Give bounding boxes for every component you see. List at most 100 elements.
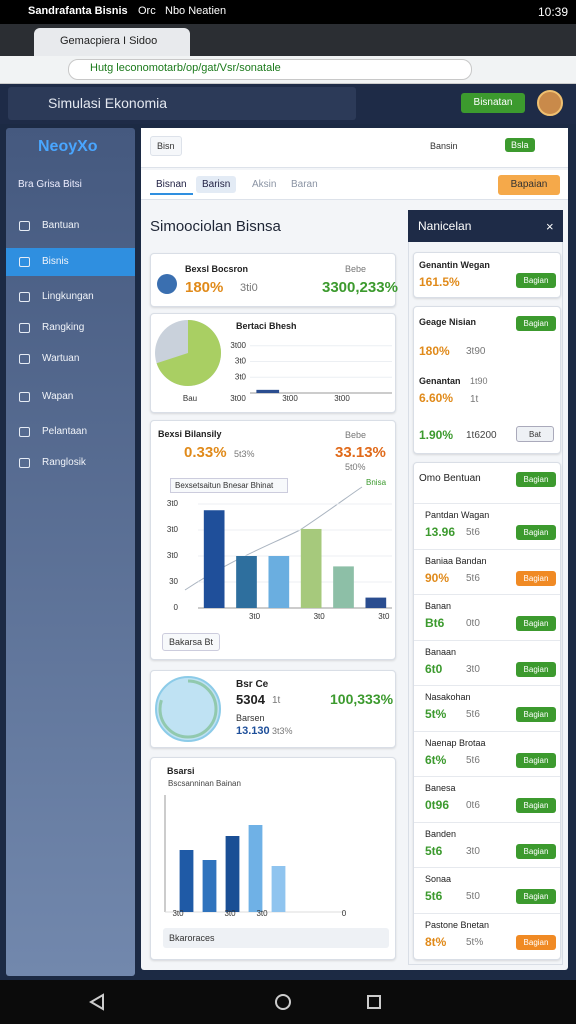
nav-bar <box>0 980 576 1024</box>
card-sub: 5t3% <box>234 449 255 459</box>
sidebar-icon <box>19 354 30 364</box>
panel-label: Genantin Wegan <box>419 260 490 270</box>
tab[interactable]: Baran <box>291 179 318 190</box>
card-title: Bsarsi <box>167 766 195 776</box>
tab[interactable]: Barisn <box>196 176 237 193</box>
button[interactable]: Bagian <box>516 316 556 331</box>
toolbar-badge[interactable]: Bsla <box>505 138 535 152</box>
card-title: Bexsl Bocsron <box>185 264 249 274</box>
browser-tab[interactable] <box>34 28 190 56</box>
sidebar-icon <box>19 458 30 468</box>
row-label: Sonaa <box>425 874 452 884</box>
row-sub: 5t6 <box>466 754 480 766</box>
card-amount: 33.13% <box>335 444 386 461</box>
toolbar-menu[interactable]: Bisn <box>150 136 182 156</box>
url-field[interactable] <box>68 59 472 80</box>
row-value: 5t% <box>425 707 447 721</box>
row-value: 6t0 <box>425 661 443 676</box>
panel-sub: 3t90 <box>466 346 486 357</box>
row-value: 13.96 <box>425 525 456 539</box>
sidebar-item[interactable]: Wartuan <box>42 353 80 364</box>
sidebar-item[interactable]: Wapan <box>42 391 74 402</box>
card-unit: 1t <box>272 695 281 706</box>
card <box>150 670 396 748</box>
toolbar-label: Bansin <box>430 141 458 151</box>
button[interactable]: Bagian <box>516 752 556 768</box>
row-value: 8t% <box>425 934 447 949</box>
row-value: 0t96 <box>425 798 450 812</box>
button[interactable]: Bagian <box>516 798 556 813</box>
row-label: Nasakohan <box>425 692 471 702</box>
button[interactable]: Bat <box>516 426 554 442</box>
row-value: 90% <box>425 570 450 585</box>
button[interactable]: Bagian <box>516 525 556 540</box>
panel-sub: 1t6200 <box>466 430 497 441</box>
row-value: Bt6 <box>425 616 445 630</box>
sidebar-item[interactable]: Bisnis <box>42 256 69 267</box>
card-sub: 5t0% <box>345 462 366 472</box>
sidebar-item[interactable]: Rangking <box>42 322 85 333</box>
header-button[interactable]: Bisnatan <box>461 93 525 113</box>
button[interactable]: Bagian <box>516 889 556 904</box>
row-sub: 0t6 <box>466 800 480 811</box>
button[interactable]: Bagian <box>516 707 556 722</box>
sidebar-item[interactable]: Lingkungan <box>42 291 94 302</box>
status-bar <box>0 0 576 24</box>
panel-label: Genantan <box>419 376 461 386</box>
tab[interactable]: Aksin <box>252 179 277 190</box>
status-time: 10:39 <box>538 5 569 19</box>
sidebar-icon <box>19 427 30 437</box>
sidebar-search: Bra Grisa Bitsi <box>18 179 82 190</box>
sidebar-item[interactable]: Bantuan <box>42 220 80 231</box>
row-divider <box>414 548 560 550</box>
card-sub: 3ti0 <box>240 282 258 294</box>
status-title: Nbo Neatien <box>165 5 227 17</box>
button[interactable]: Bagian <box>516 843 556 859</box>
chart-legend: Bscsanninan Bainan <box>168 779 241 788</box>
button[interactable]: Bagian <box>516 570 556 586</box>
card-tag: Bebe <box>345 264 367 274</box>
button[interactable]: Bagian <box>516 661 556 677</box>
row-value: 5t6 <box>425 843 443 858</box>
card-amount: 3300,233% <box>322 279 398 296</box>
row-sub: 5t% <box>466 936 484 948</box>
row-sub: 5t6 <box>466 572 480 584</box>
card-sub: 3t3% <box>272 726 293 736</box>
close-icon[interactable]: × <box>546 219 554 234</box>
header-title: Simulasi Ekonomia <box>48 95 168 111</box>
sidebar-item[interactable]: Pelantaan <box>42 426 88 437</box>
button[interactable]: Bagian <box>516 616 556 631</box>
panel-title: Nanicelan <box>408 210 563 242</box>
button[interactable]: Bagian <box>516 472 556 487</box>
card-label: Barsen <box>236 713 265 723</box>
url-text: Hutg leconomotarb/op/gat/Vsr/sonatale <box>90 62 281 74</box>
row-label: Naenap Brotaa <box>425 737 486 748</box>
panel-label: Omo Bentuan <box>419 473 481 484</box>
tab[interactable]: Bisnan <box>150 176 193 195</box>
chart-legend: Bexsetsaitun Bnesar Bhinat <box>170 478 288 493</box>
row-divider <box>414 685 560 686</box>
row-label: Banden <box>425 828 457 839</box>
button[interactable]: Bagian <box>516 934 556 950</box>
avatar <box>537 90 563 116</box>
card-footer[interactable]: Bakarsa Bt <box>162 633 221 651</box>
sidebar-icon <box>19 292 30 302</box>
row-divider <box>414 912 560 914</box>
card-footer[interactable]: Bkaroraces <box>163 928 389 948</box>
card-total: 100,333% <box>330 691 394 707</box>
row-divider <box>414 503 560 504</box>
panel-value: 6.60% <box>419 391 454 405</box>
sidebar-item[interactable]: Ranglosik <box>42 457 86 468</box>
row-value: 6t% <box>425 752 447 767</box>
button[interactable]: Bagian <box>516 273 556 288</box>
row-label: Banaan <box>425 646 457 657</box>
sidebar-logo: NeoyXo <box>38 138 98 155</box>
action-button[interactable]: Bapaian <box>498 175 560 195</box>
card-tag: Bebe <box>345 430 367 440</box>
toolbar <box>141 128 568 168</box>
row-label: Banan <box>425 601 452 611</box>
card-value: 0.33% <box>184 444 227 461</box>
tab-title: Gemacpiera I Sidoo <box>60 35 158 47</box>
card-value: 5304 <box>236 692 265 707</box>
